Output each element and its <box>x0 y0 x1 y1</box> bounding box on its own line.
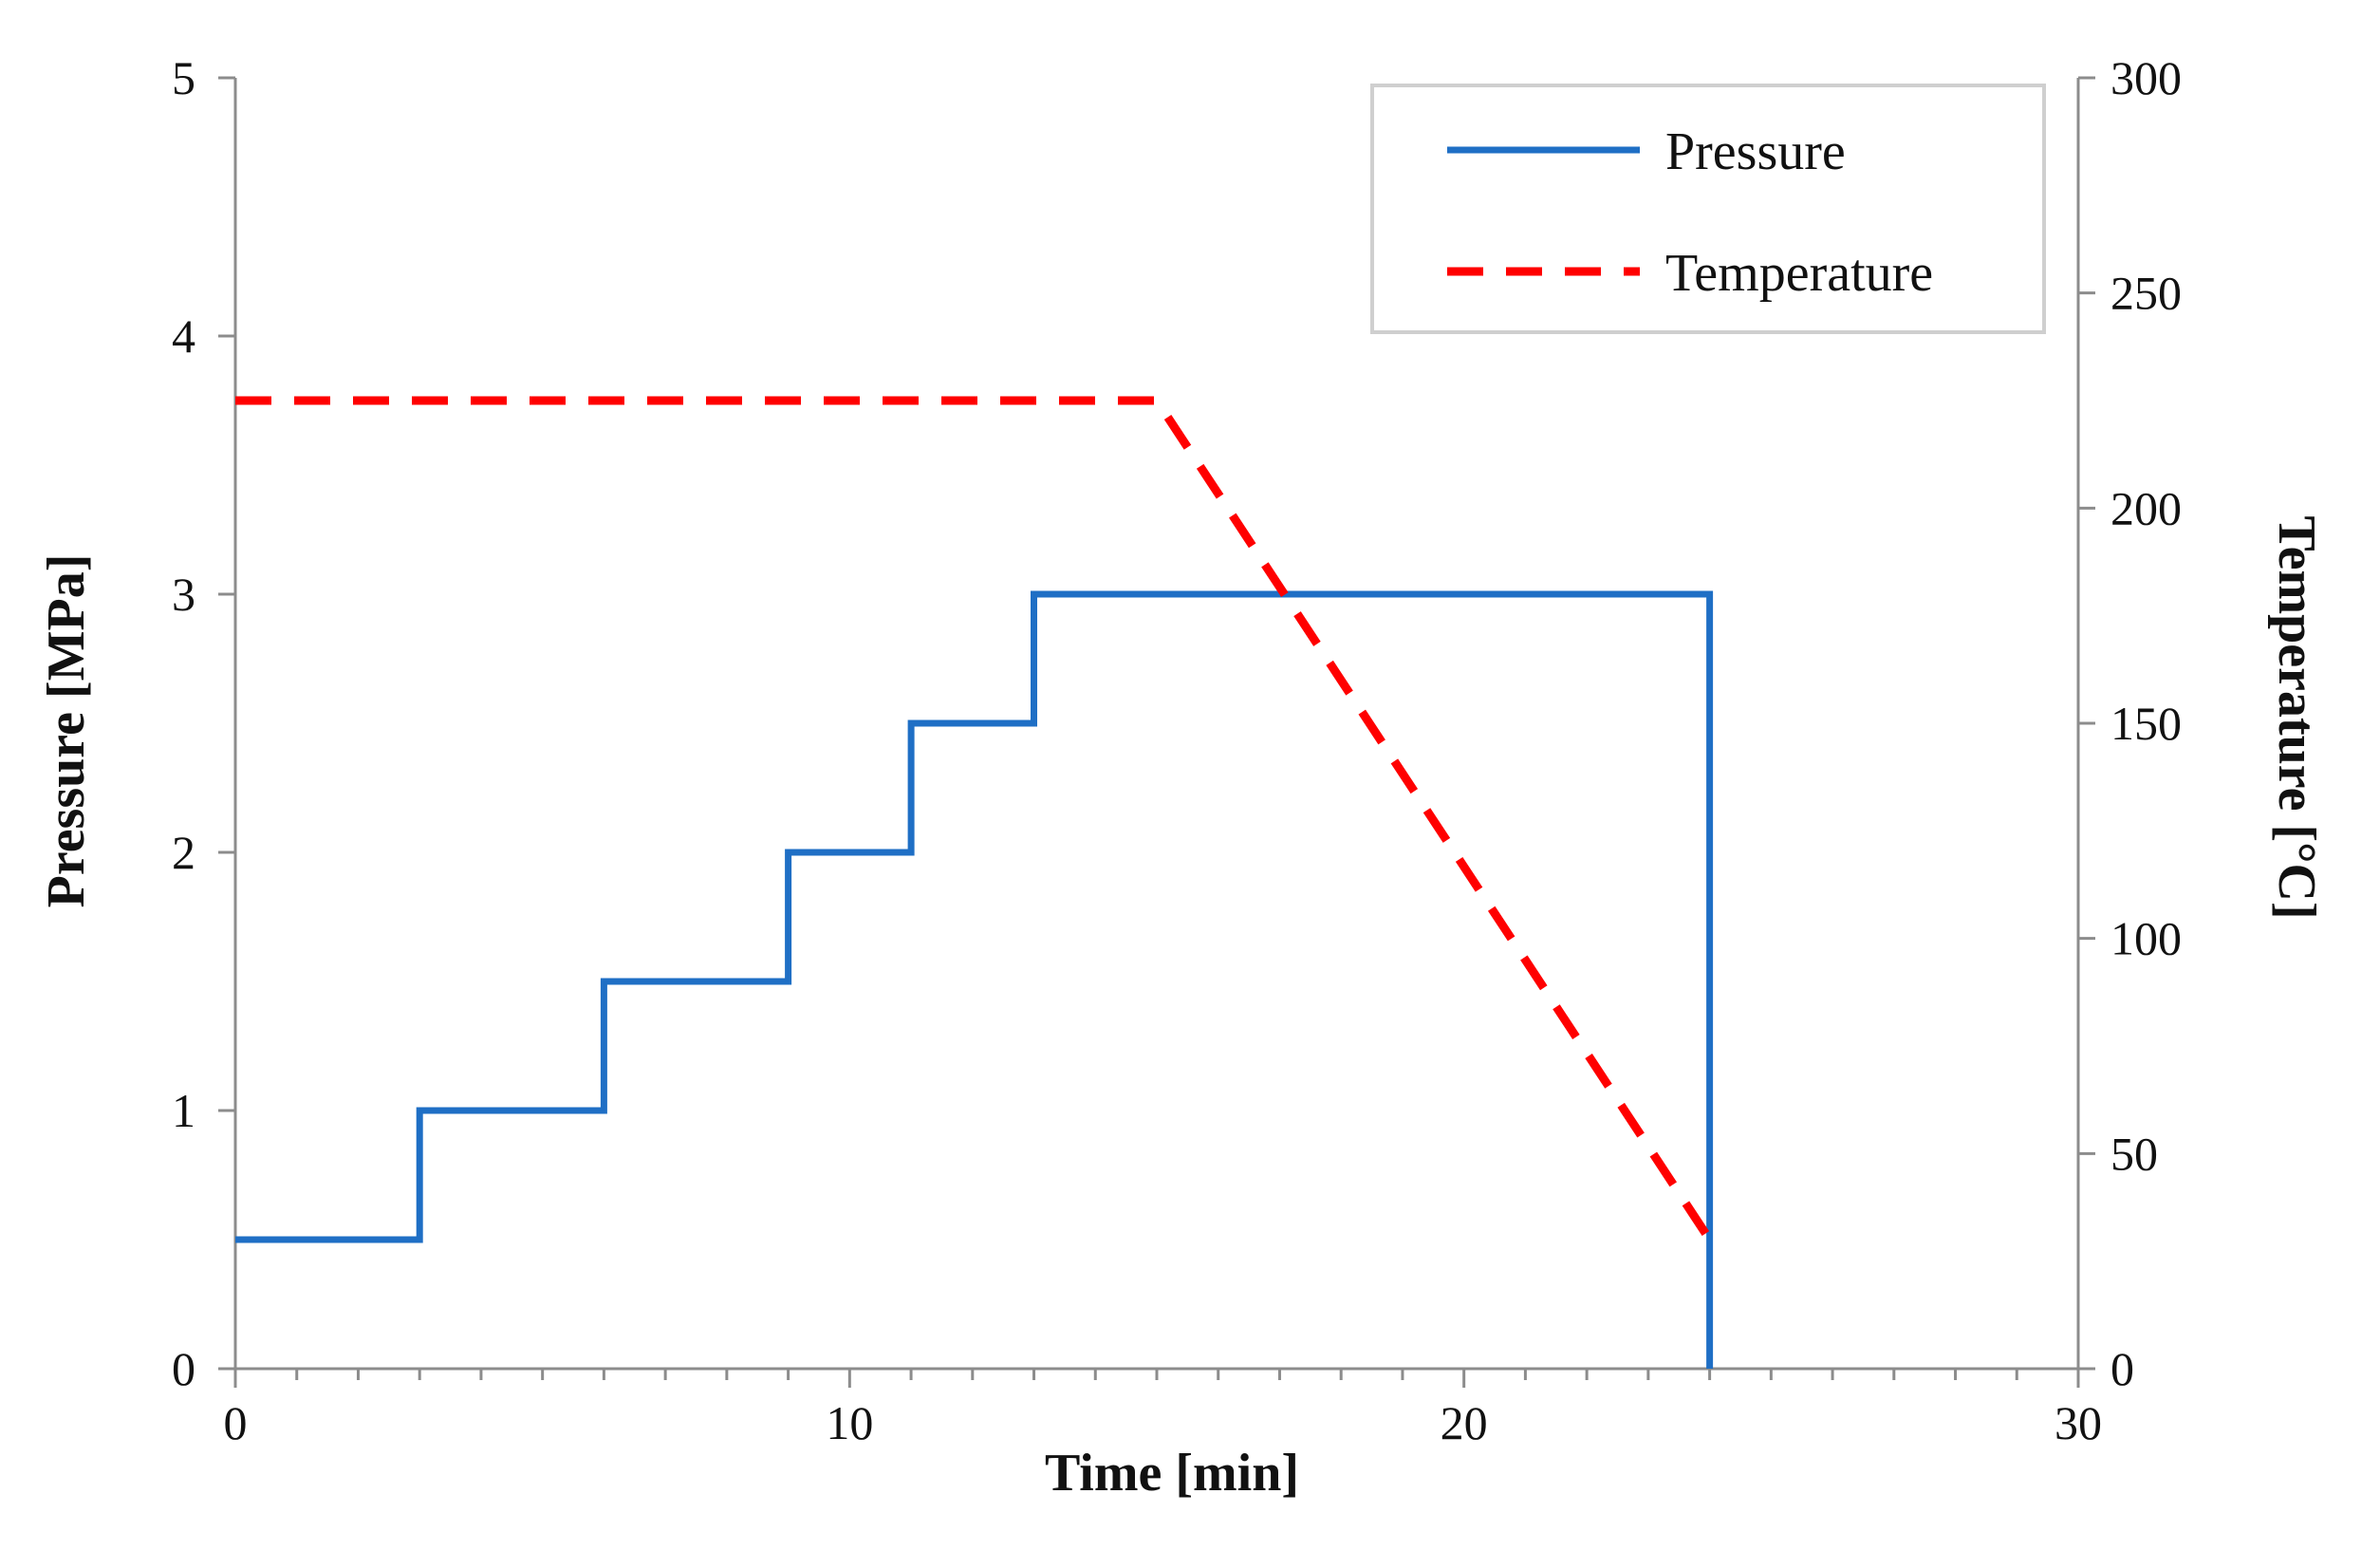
series <box>235 396 1714 1369</box>
legend-label-pressure: Pressure <box>1665 122 1846 181</box>
y2-tick-label: 300 <box>2110 51 2182 104</box>
y2-tick-label: 50 <box>2110 1127 2158 1180</box>
y-tick-label: 4 <box>172 309 195 363</box>
x-tick-label: 20 <box>1441 1396 1488 1449</box>
y-tick-label: 5 <box>172 51 195 104</box>
x-tick-label: 30 <box>2055 1396 2102 1449</box>
legend: Pressure Temperature <box>1370 84 2046 334</box>
y2-axis-title: Temperature [°C] <box>2267 515 2326 919</box>
y2-tick-label: 250 <box>2110 267 2182 320</box>
y2-tick-label: 0 <box>2110 1342 2134 1395</box>
x-axis-title: Time [min] <box>1045 1444 1299 1503</box>
x-tick-label: 0 <box>224 1396 248 1449</box>
legend-label-temperature: Temperature <box>1665 244 1933 303</box>
y-tick-label: 3 <box>172 568 195 621</box>
y-tick-label: 1 <box>172 1084 195 1137</box>
y-tick-label: 2 <box>172 826 195 879</box>
y-axis-title: Pressure [MPa] <box>37 554 96 908</box>
y2-tick-label: 150 <box>2110 697 2182 750</box>
y-tick-label: 0 <box>172 1342 195 1395</box>
y2-tick-label: 100 <box>2110 912 2182 965</box>
series-line-pressure <box>235 590 1714 1369</box>
legend-box <box>1370 84 2046 334</box>
y2-tick-label: 200 <box>2110 481 2182 534</box>
series-line-temperature <box>235 396 1714 1242</box>
x-tick-label: 10 <box>826 1396 873 1449</box>
